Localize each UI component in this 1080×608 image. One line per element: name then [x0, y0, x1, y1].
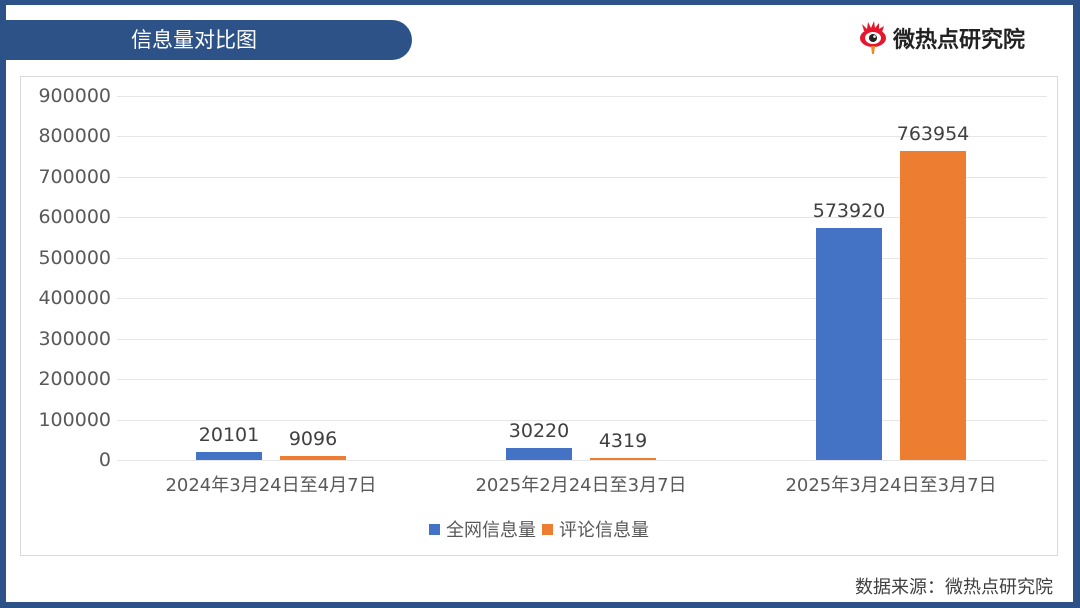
- y-axis-tick-label: 800000: [38, 125, 111, 147]
- bar-total-3: [816, 228, 882, 460]
- data-label: 4319: [598, 430, 648, 452]
- gridline: [117, 379, 1047, 380]
- data-label: 30220: [508, 420, 570, 442]
- gridline: [117, 217, 1047, 218]
- y-axis-tick-label: 0: [98, 449, 111, 471]
- data-label: 763954: [896, 123, 970, 145]
- gridline: [117, 177, 1047, 178]
- legend-label: 评论信息量: [559, 520, 649, 541]
- y-axis-tick-label: 900000: [38, 85, 111, 107]
- weibo-eye-icon: [860, 21, 886, 54]
- chart-legend: 全网信息量 评论信息量: [21, 517, 1057, 541]
- data-label: 9096: [288, 428, 338, 450]
- y-axis-tick-label: 600000: [38, 206, 111, 228]
- gridline: [117, 339, 1047, 340]
- slide: 信息量对比图 微热点研究院 0 100000 200000 300000 400000 5…: [6, 5, 1073, 602]
- data-source-note: 数据来源：微热点研究院: [855, 577, 1053, 598]
- y-axis-tick-label: 200000: [38, 368, 111, 390]
- y-axis-tick-label: 100000: [38, 409, 111, 431]
- x-axis-category-label: 2025年3月24日至3月7日: [785, 475, 997, 496]
- gridline: [117, 298, 1047, 299]
- legend-swatch-icon: [542, 523, 553, 535]
- legend-label: 全网信息量: [446, 520, 536, 541]
- y-axis-tick-label: 400000: [38, 287, 111, 309]
- gridline: [117, 460, 1047, 461]
- y-axis-tick-label: 700000: [38, 166, 111, 188]
- gridline: [117, 96, 1047, 97]
- legend-item-total: 全网信息量: [429, 516, 536, 542]
- data-label: 573920: [812, 200, 886, 222]
- brand-name: 微热点研究院: [893, 28, 1026, 53]
- legend-swatch-icon: [429, 523, 440, 535]
- bar-total-2: [506, 448, 572, 460]
- bar-comments-2: [590, 458, 656, 460]
- legend-item-comments: 评论信息量: [542, 516, 649, 542]
- brand-logo: 微热点研究院: [858, 21, 1025, 55]
- bar-comments-3: [900, 151, 966, 460]
- gridline: [117, 420, 1047, 421]
- gridline: [117, 136, 1047, 137]
- x-axis-category-label: 2025年2月24日至3月7日: [475, 475, 687, 496]
- bar-total-1: [196, 452, 262, 460]
- bar-comments-1: [280, 456, 346, 460]
- title-banner: 信息量对比图: [6, 20, 412, 60]
- gridline: [117, 258, 1047, 259]
- y-axis-tick-label: 300000: [38, 328, 111, 350]
- chart-container: 0 100000 200000 300000 400000 500000 600000 700…: [20, 76, 1058, 556]
- data-label: 20101: [198, 424, 260, 446]
- y-axis-tick-label: 500000: [38, 247, 111, 269]
- bar-chart: 0 100000 200000 300000 400000 500000 600000 700…: [21, 77, 1059, 557]
- page-title: 信息量对比图: [131, 28, 257, 52]
- x-axis-category-label: 2024年3月24日至4月7日: [165, 475, 377, 496]
